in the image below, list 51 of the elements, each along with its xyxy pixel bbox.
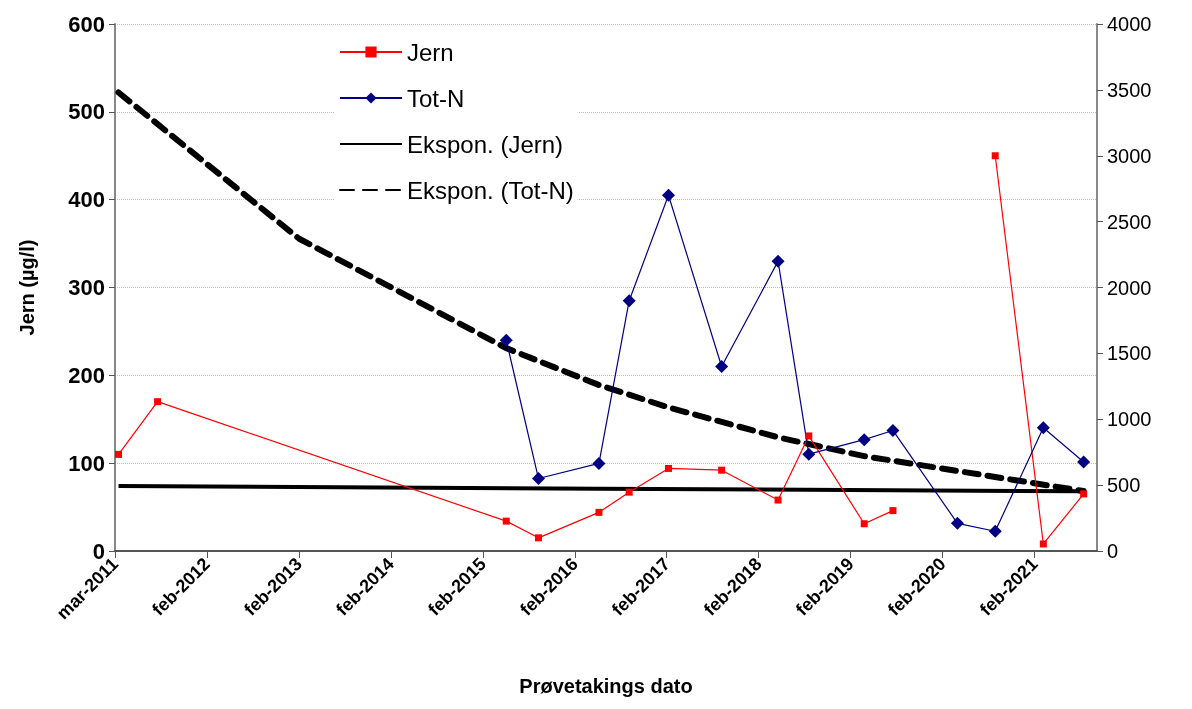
point xyxy=(1077,455,1091,469)
y2-tick-label: 3000 xyxy=(1107,144,1152,167)
point xyxy=(115,450,123,458)
legend-label: Ekspon. (Jern) xyxy=(407,130,564,158)
point xyxy=(154,398,162,406)
point xyxy=(771,254,785,268)
point xyxy=(802,447,816,461)
legend-label: Ekspon. (Tot-N) xyxy=(407,176,574,204)
y-tick-label: 100 xyxy=(68,450,105,476)
point xyxy=(991,152,999,160)
point xyxy=(661,188,675,202)
y2-tick-label: 4000 xyxy=(1107,13,1152,35)
y-tick-label: 200 xyxy=(68,362,105,388)
y-tick-label: 600 xyxy=(68,11,105,37)
y-tick-label: 400 xyxy=(68,187,105,213)
y-axis-title: Jern (µg/l) xyxy=(16,239,38,336)
point xyxy=(1036,421,1050,435)
point xyxy=(715,360,729,374)
point xyxy=(988,524,1002,538)
x-axis-title: Prøvetakings dato xyxy=(519,675,693,697)
point xyxy=(860,520,868,528)
point xyxy=(718,466,726,474)
legend-label: Jern xyxy=(407,38,454,66)
point xyxy=(595,508,603,516)
point xyxy=(625,488,633,496)
point xyxy=(886,423,900,437)
y2-tick-label: 1500 xyxy=(1107,342,1152,365)
y2-tick-label: 500 xyxy=(1107,474,1141,497)
point xyxy=(534,534,542,542)
point xyxy=(889,507,897,515)
point xyxy=(622,294,636,308)
point xyxy=(664,464,672,472)
point xyxy=(531,472,545,486)
point xyxy=(857,433,871,447)
point xyxy=(950,516,964,530)
y-tick-label: 0 xyxy=(92,538,105,564)
y2-tick-label: 2000 xyxy=(1107,276,1152,299)
point xyxy=(499,333,513,347)
point xyxy=(502,517,510,525)
point xyxy=(592,456,606,470)
y2-tick-label: 1000 xyxy=(1107,408,1152,431)
y-tick-label: 500 xyxy=(68,99,105,125)
legend-label: Tot-N xyxy=(407,84,465,112)
point xyxy=(1039,540,1047,548)
y2-tick-label: 3500 xyxy=(1107,78,1152,101)
point xyxy=(774,496,782,504)
y2-tick-label: 2500 xyxy=(1107,210,1152,233)
point xyxy=(805,432,813,440)
y2-tick-label: 0 xyxy=(1107,540,1119,562)
point xyxy=(1080,490,1088,498)
y-tick-label: 300 xyxy=(68,275,105,300)
